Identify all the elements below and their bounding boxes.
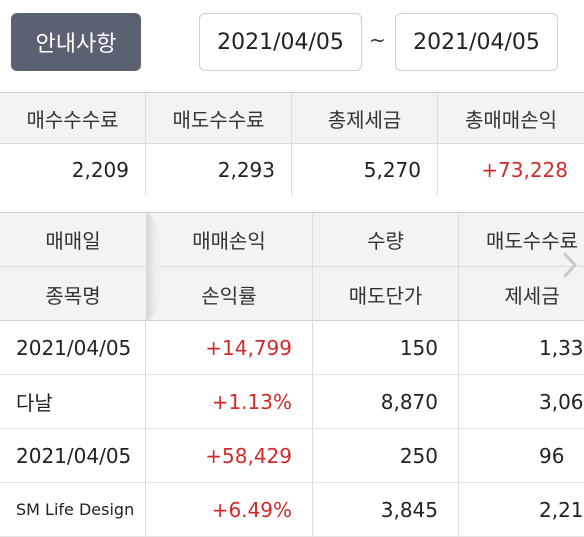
col-stock-name: 종목명 [45, 283, 101, 308]
summary-header-row: 매수수수료 매도수수료 총제세금 총매매손익 [0, 93, 584, 144]
chevron-right-icon[interactable] [562, 250, 578, 280]
summary-header-total-profit: 총매매손익 [465, 107, 557, 132]
row-sell-price: 8,870 [313, 375, 459, 428]
start-date-field[interactable]: 2021/04/05 [199, 13, 362, 71]
col-trade-date: 매매일 [45, 229, 101, 253]
summary-table: 매수수수료 매도수수료 총제세금 총매매손익 2,209 2,293 5,270… [0, 92, 584, 195]
row-trade-date: 2021/04/05 [0, 429, 146, 482]
top-bar: 안내사항 2021/04/05 ~ 2021/04/05 [0, 0, 584, 92]
row-sell-fee: 96 [539, 443, 565, 468]
row-profit-rate: +6.49% [146, 483, 313, 536]
row-tax: 3,06 [539, 389, 584, 414]
summary-sell-fee: 2,293 [146, 144, 292, 195]
row-quantity: 150 [313, 321, 459, 374]
summary-value-row: 2,209 2,293 5,270 +73,228 [0, 144, 584, 195]
col-sell-price: 매도단가 [313, 267, 459, 321]
summary-header-sell-fee: 매도수수료 [146, 93, 292, 143]
table-row[interactable]: 2021/04/05 +14,799 150 1,33 [0, 321, 584, 375]
fixed-column-divider [146, 213, 162, 321]
end-date-field[interactable]: 2021/04/05 [395, 13, 558, 71]
row-stock-name: SM Life Design [0, 483, 146, 536]
row-sell-fee: 1,33 [539, 335, 584, 360]
row-stock-name: 다날 [0, 375, 146, 428]
row-tax: 2,21 [539, 497, 584, 522]
date-separator: ~ [369, 28, 386, 52]
row-sell-price: 3,845 [313, 483, 459, 536]
summary-buy-fee: 2,209 [0, 144, 146, 195]
notice-button[interactable]: 안내사항 [11, 13, 141, 71]
row-trade-profit: +14,799 [146, 321, 313, 374]
trade-table-body: 2021/04/05 +14,799 150 1,33 다날 +1.13% 8,… [0, 321, 584, 537]
header-row-1: 매매일 매매손익 수량 매도수수료 [0, 213, 584, 267]
row-quantity: 250 [313, 429, 459, 482]
summary-total-tax: 5,270 [292, 144, 438, 195]
col-trade-profit: 매매손익 [146, 213, 313, 266]
col-profit-rate: 손익률 [146, 267, 313, 321]
col-tax: 제세금 [504, 283, 560, 308]
trade-table-header: 매매일 매매손익 수량 매도수수료 종목명 손익률 매도단가 제세금 [0, 213, 584, 321]
header-row-2: 종목명 손익률 매도단가 제세금 [0, 267, 584, 321]
table-row[interactable]: 다날 +1.13% 8,870 3,06 [0, 375, 584, 429]
row-trade-date: 2021/04/05 [0, 321, 146, 374]
summary-header-buy-fee: 매수수수료 [0, 93, 146, 143]
row-trade-profit: +58,429 [146, 429, 313, 482]
col-quantity: 수량 [313, 213, 459, 266]
summary-total-profit: +73,228 [481, 157, 568, 182]
table-row[interactable]: SM Life Design +6.49% 3,845 2,21 [0, 483, 584, 537]
row-profit-rate: +1.13% [146, 375, 313, 428]
trade-table[interactable]: 매매일 매매손익 수량 매도수수료 종목명 손익률 매도단가 제세금 2021/… [0, 212, 584, 537]
col-sell-fee: 매도수수료 [486, 229, 578, 253]
summary-header-total-tax: 총제세금 [292, 93, 438, 143]
table-row[interactable]: 2021/04/05 +58,429 250 96 [0, 429, 584, 483]
